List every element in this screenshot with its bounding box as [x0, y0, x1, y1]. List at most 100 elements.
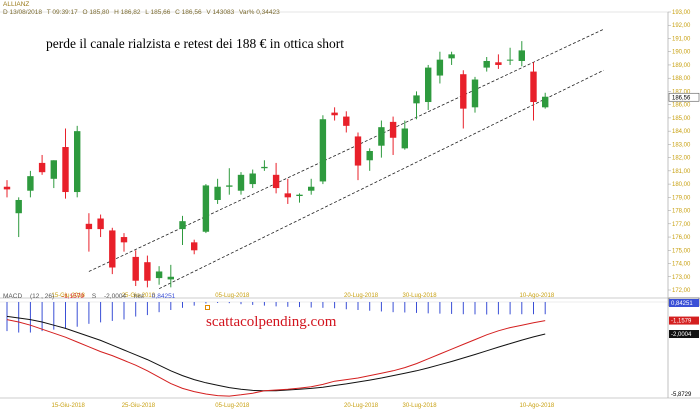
macd-histogram-bar: [88, 302, 90, 324]
macd-histogram-bar: [170, 302, 172, 310]
candle-body: [249, 173, 256, 185]
date-label: 05-Lug-2018: [215, 403, 250, 409]
candle: [167, 264, 174, 288]
candle-body: [3, 186, 11, 190]
macd-histogram-bar: [263, 302, 265, 306]
candle-body: [97, 218, 104, 230]
candle: [413, 91, 420, 120]
macd-histogram-bar: [474, 302, 476, 315]
price-tick-label: 183,00: [672, 142, 691, 148]
candle: [436, 51, 444, 84]
candle-body: [85, 223, 93, 230]
candle: [518, 41, 525, 67]
candle: [448, 51, 455, 65]
macd-value-box: [669, 299, 699, 307]
macd-histogram-bar: [205, 302, 207, 304]
price-tick-label: 191,00: [672, 36, 691, 42]
candle-body: [401, 128, 408, 149]
macd-histogram-bar: [392, 302, 394, 313]
candle: [249, 169, 256, 189]
candle: [144, 255, 151, 288]
candle: [530, 62, 537, 121]
macd-line: [6, 319, 546, 397]
candle: [27, 170, 34, 198]
macd-histogram-bar: [404, 302, 406, 313]
candle: [38, 154, 46, 175]
macd-histogram-bar: [380, 302, 382, 312]
candle: [109, 227, 116, 275]
macd-histogram-bar: [486, 302, 488, 315]
macd-histogram-bar: [65, 302, 66, 329]
candle-body: [366, 151, 373, 161]
macd-value-label: -1,1579: [671, 319, 692, 325]
candle-body: [144, 262, 151, 281]
candle-body: [542, 96, 549, 108]
date-label: 05-Lug-2018: [215, 293, 250, 299]
last-price-box: [668, 92, 700, 102]
price-tick-label: 186,00: [672, 103, 691, 109]
macd-histogram-bar: [240, 302, 242, 305]
macd-histogram-bar: [76, 302, 78, 327]
candle: [191, 239, 198, 255]
candle-body: [343, 116, 350, 126]
macd-histogram-bar: [29, 302, 31, 333]
price-tick-label: 182,00: [672, 156, 691, 162]
candle: [343, 111, 350, 133]
macd-histogram-bar: [521, 302, 523, 315]
price-grid: [0, 11, 700, 399]
candle-body: [413, 95, 420, 104]
channel-lower-line: [158, 69, 604, 290]
candle-body: [495, 62, 502, 65]
macd-histogram-bar: [544, 302, 546, 315]
candle: [179, 215, 186, 245]
date-label: 20-Lug-2018: [344, 293, 379, 299]
candle-body: [460, 74, 467, 109]
macd-histogram-bar: [439, 302, 441, 314]
candle: [471, 76, 479, 113]
macd-histogram-bar: [310, 302, 312, 308]
candle: [506, 47, 514, 65]
macd-histogram-bar: [299, 302, 300, 308]
macd-params: (12 , 26): [29, 293, 55, 300]
macd-histogram-bar: [357, 302, 359, 310]
macd-histogram-bar: [451, 302, 453, 314]
candle: [308, 178, 315, 195]
candle-body: [331, 112, 338, 116]
candle: [483, 57, 490, 72]
price-tick-label: 181,00: [672, 169, 691, 175]
candle: [62, 128, 69, 199]
candle-body: [132, 256, 139, 281]
date-label: 20-Lug-2018: [344, 403, 379, 409]
candle: [74, 125, 81, 198]
macd-histogram-bar: [427, 302, 429, 314]
macd-histogram-bar: [41, 302, 43, 332]
candle-body: [155, 271, 163, 279]
price-tick-label: 180,00: [672, 182, 691, 188]
candle: [50, 160, 57, 189]
candle-body: [120, 237, 128, 243]
candle-body: [530, 71, 537, 103]
candle: [331, 107, 338, 121]
date-label: 25-Giu-2018: [122, 403, 156, 409]
candle-body: [62, 147, 69, 193]
price-tick-label: 190,00: [672, 50, 691, 56]
candle-body: [214, 186, 221, 200]
channel-upper-line: [88, 28, 604, 272]
signal-line: [6, 315, 546, 392]
candle-body: [237, 174, 245, 191]
candle: [261, 160, 268, 171]
candle-body: [354, 136, 362, 166]
macd-histogram-bar: [287, 302, 289, 307]
macd-histogram-bar: [533, 302, 534, 315]
macd-histogram-bar: [182, 302, 183, 308]
candle-body: [284, 193, 291, 198]
candle: [155, 266, 163, 285]
open-readout: O 185,80: [82, 9, 110, 16]
candle-body: [191, 242, 198, 251]
candle-body: [27, 176, 34, 191]
candle: [401, 120, 408, 150]
trend-channel: [88, 28, 604, 290]
macd-value-label: -2,0004: [671, 332, 692, 338]
candle-body: [483, 60, 490, 68]
